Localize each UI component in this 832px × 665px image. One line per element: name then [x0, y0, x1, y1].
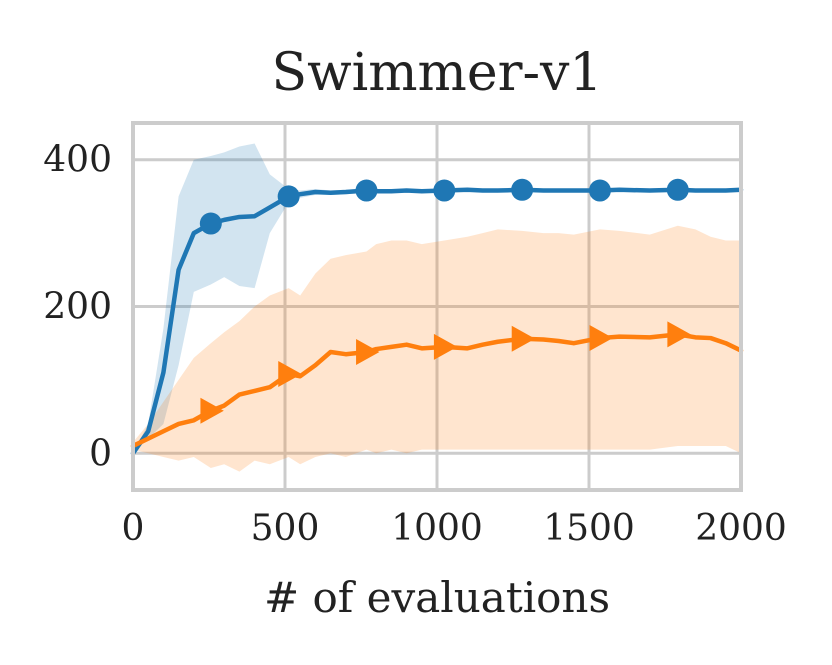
- series-blue-marker: [277, 185, 300, 208]
- plot-area: 0 500 1000 1500 2000 0 200 400: [43, 121, 787, 549]
- x-axis-label: # of evaluations: [264, 573, 610, 622]
- plot-frame: [131, 121, 743, 492]
- x-tick-label: 500: [251, 508, 320, 549]
- series-orange-marker: [356, 339, 380, 366]
- chart-title: Swimmer-v1: [271, 43, 602, 103]
- series-blue-band: [133, 143, 741, 454]
- series-orange-marker: [511, 325, 536, 352]
- series-blue-marker: [199, 212, 222, 235]
- x-tick-label: 2000: [695, 508, 787, 549]
- x-tick-label: 1500: [543, 508, 635, 549]
- series-blue-marker: [355, 179, 378, 202]
- y-tick-label: 200: [43, 287, 112, 328]
- x-tick-label: 1000: [391, 508, 483, 549]
- y-tick-label: 0: [89, 433, 112, 474]
- y-tick-label: 400: [43, 140, 112, 181]
- series-orange-marker: [200, 397, 224, 424]
- series-orange-marker: [278, 361, 302, 388]
- series-orange-marker: [667, 321, 691, 348]
- series-orange-marker: [433, 333, 458, 360]
- series-blue-marker: [588, 179, 611, 202]
- series-blue-marker: [666, 178, 689, 201]
- x-tick-label: 0: [122, 508, 145, 549]
- series-orange-marker: [589, 325, 613, 352]
- series-blue-marker: [433, 179, 456, 202]
- series-blue-marker: [511, 178, 534, 201]
- series-orange-line: [130, 332, 744, 449]
- series-blue-line: [130, 187, 744, 456]
